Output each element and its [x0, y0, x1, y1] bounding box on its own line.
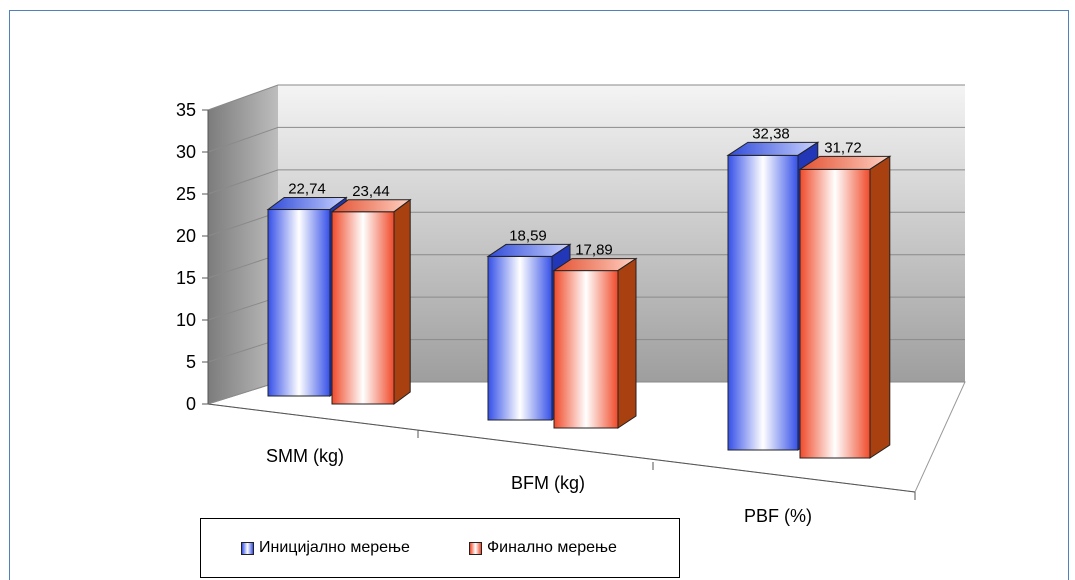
- y-tick-label: 30: [176, 142, 196, 162]
- bar-initial-0: [267, 209, 331, 397]
- legend-label-initial: Иницијално мерење: [259, 539, 410, 556]
- grid-line: [207, 84, 965, 111]
- y-tick-label: 20: [176, 226, 196, 246]
- y-tick-label: 15: [176, 268, 196, 288]
- grid-line: [207, 126, 965, 153]
- value-label-initial-0: 22,74: [288, 181, 326, 198]
- y-tick-label: 0: [186, 394, 196, 414]
- category-label-1: BFM (kg): [511, 473, 585, 493]
- bar-side-final-2: [869, 155, 891, 459]
- chart-side-wall: [208, 85, 278, 404]
- chart-frame: [9, 10, 1069, 580]
- value-label-final-0: 23,44: [352, 183, 390, 200]
- x-axis-line: [207, 403, 916, 493]
- legend-swatch-blue-icon: [241, 541, 254, 555]
- legend-item-initial: Иницијално мерење: [241, 539, 410, 557]
- bar-initial-2: [727, 154, 799, 451]
- value-label-initial-1: 18,59: [509, 227, 547, 244]
- bar-side-final-0: [393, 198, 411, 405]
- legend-label-final: Финално мерење: [487, 539, 617, 556]
- value-label-initial-2: 32,38: [752, 125, 790, 142]
- legend-item-final: Финално мерење: [469, 539, 617, 557]
- bar-initial-1: [487, 255, 553, 421]
- y-tick-label: 35: [176, 100, 196, 120]
- y-tick-label: 10: [176, 310, 196, 330]
- value-label-final-1: 17,89: [575, 242, 613, 259]
- bar-side-final-1: [617, 257, 637, 429]
- category-label-2: PBF (%): [744, 506, 812, 526]
- legend-swatch-red-icon: [469, 541, 482, 555]
- bar-final-0: [331, 211, 395, 405]
- bar-final-1: [553, 270, 619, 429]
- y-tick-label: 25: [176, 184, 196, 204]
- value-label-final-2: 31,72: [824, 139, 862, 156]
- bar-final-2: [799, 168, 871, 459]
- category-label-0: SMM (kg): [266, 446, 344, 466]
- y-tick-label: 5: [186, 352, 196, 372]
- legend: Иницијално мерење Финално мерење: [200, 518, 680, 578]
